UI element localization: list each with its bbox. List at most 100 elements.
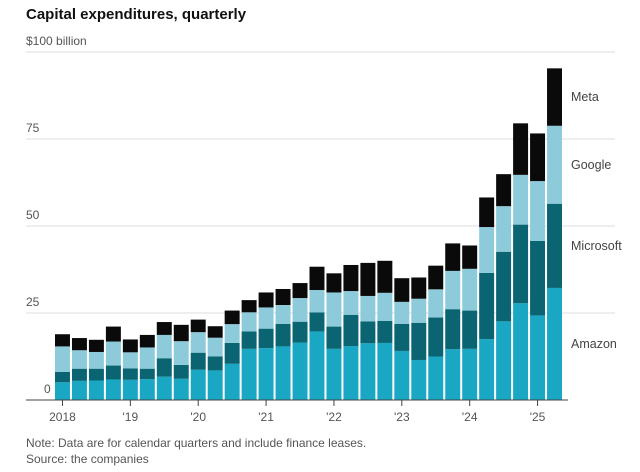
bar-segment [513, 123, 529, 175]
bar-segment [428, 265, 444, 290]
bar-segment [122, 368, 138, 380]
bar-segment [547, 125, 562, 204]
bar-segment [445, 309, 461, 350]
bar-segment [445, 243, 461, 271]
bar-segment [156, 334, 172, 359]
bar-segment [394, 301, 410, 324]
bar-segment [445, 270, 461, 310]
bar-segment [411, 277, 427, 299]
bar-segment [88, 380, 104, 400]
bar-segment [496, 174, 512, 207]
bar-segment [326, 273, 342, 293]
bar-segment [547, 68, 562, 126]
bar-segment [428, 289, 444, 318]
bar-segment [513, 224, 529, 304]
bar-segment [394, 278, 410, 302]
bar-segment [343, 264, 359, 292]
bar-segment [292, 298, 308, 322]
legend-label: Meta [571, 90, 599, 104]
bar-segment [156, 358, 172, 377]
x-tick-label: 2018 [49, 410, 76, 424]
x-tick-label: '22 [326, 410, 342, 424]
bar-segment [275, 323, 291, 347]
bar-segment [428, 317, 444, 357]
bar-segment [207, 337, 223, 357]
bar-segment [292, 342, 308, 400]
bar-segment [156, 376, 172, 400]
bar-segment [241, 300, 257, 313]
bar-segment [71, 368, 87, 381]
bar-segment [343, 314, 359, 347]
bar-segment [326, 326, 342, 349]
bar-segment [258, 307, 274, 329]
bar-segment [411, 298, 427, 323]
x-tick-label: '25 [530, 410, 546, 424]
x-tick-label: '19 [123, 410, 139, 424]
bar-segment [275, 346, 291, 400]
bar-segment [139, 347, 155, 369]
bar-segment [343, 291, 359, 315]
bar-segment [224, 310, 240, 325]
bar-segment [55, 334, 70, 347]
bars [55, 68, 562, 400]
bar-segment [122, 339, 138, 353]
bar-segment [394, 350, 410, 400]
bar-segment [343, 346, 359, 400]
bar-segment [241, 312, 257, 332]
bar-segment [377, 342, 393, 400]
bar-segment [55, 371, 70, 383]
bar-segment [360, 262, 376, 296]
bar-segment [377, 321, 393, 343]
bar-segment [360, 295, 376, 322]
x-tick-label: '21 [258, 410, 274, 424]
bar-segment [275, 288, 291, 305]
bar-segment [207, 370, 223, 400]
bar-segment [190, 352, 206, 370]
y-tick-label: 25 [26, 295, 40, 309]
bar-segment [88, 339, 104, 352]
bar-segment [411, 322, 427, 360]
bar-segment [309, 312, 325, 332]
bar-segment [207, 326, 223, 338]
bar-segment [360, 321, 376, 344]
x-tick-label: '20 [190, 410, 206, 424]
bar-segment [258, 328, 274, 349]
bar-segment [71, 350, 87, 369]
bar-segment [258, 292, 274, 308]
bar-segment [105, 365, 121, 380]
chart-title: Capital expenditures, quarterly [26, 6, 247, 23]
bar-segment [173, 364, 189, 379]
bar-segment [139, 334, 155, 348]
bar-segment [88, 368, 104, 381]
bar-segment [105, 341, 121, 366]
y-tick-label: 0 [44, 382, 51, 396]
bar-segment [309, 266, 325, 291]
bar-segment [377, 292, 393, 322]
bar-segment [105, 379, 121, 400]
bar-segment [513, 303, 529, 400]
bar-segment [479, 227, 495, 273]
bar-segment [139, 368, 155, 380]
footnote: Note: Data are for calendar quarters and… [26, 436, 367, 450]
bar-segment [105, 326, 121, 342]
bar-segment [462, 245, 478, 269]
bar-segment [530, 315, 546, 400]
bar-segment [55, 382, 70, 400]
bar-segment [530, 181, 546, 241]
bar-segment [360, 343, 376, 400]
bar-segment [156, 322, 172, 335]
bar-segment [547, 203, 562, 288]
bar-segment [224, 324, 240, 343]
bar-segment [496, 321, 512, 400]
bar-segment [530, 240, 546, 316]
y-tick-label: 75 [26, 121, 40, 135]
bar-segment [241, 348, 257, 400]
bar-segment [530, 133, 546, 182]
legend-label: Microsoft [571, 239, 622, 253]
bar-segment [547, 287, 562, 400]
bar-segment [377, 260, 393, 293]
stacked-bar-chart: 0 25 50 75 $100 billion 2018 '19 '20 '21 '22 '23 '2… [26, 34, 622, 424]
bar-segment [190, 369, 206, 400]
bar-segment [88, 351, 104, 369]
